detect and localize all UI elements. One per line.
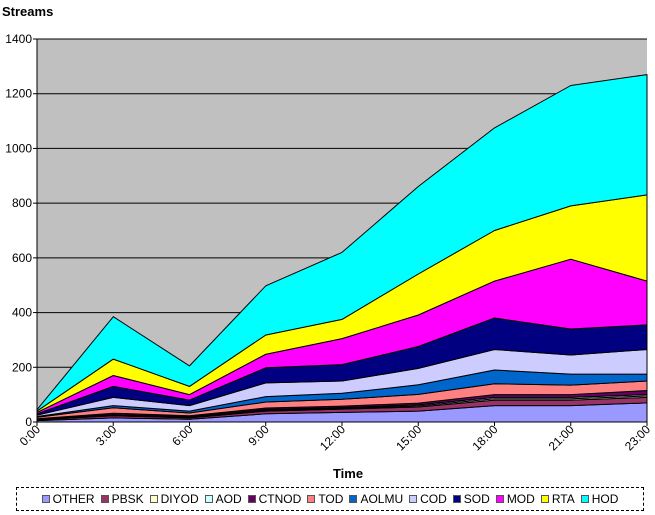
legend-item-tod: TOD bbox=[307, 492, 343, 506]
legend-item-sod: SOD bbox=[452, 492, 490, 506]
x-tick-label: 0:00 bbox=[17, 422, 44, 449]
x-tick-label: 21:00 bbox=[546, 422, 577, 453]
legend-label: MOD bbox=[506, 492, 535, 506]
legend-item-cod: COD bbox=[409, 492, 447, 506]
legend-label: RTA bbox=[551, 492, 575, 506]
y-tick-label: 600 bbox=[12, 251, 32, 265]
x-tick-label: 12:00 bbox=[317, 422, 348, 453]
legend-swatch bbox=[100, 495, 109, 503]
x-tick-label: 9:00 bbox=[245, 422, 272, 449]
legend-swatch bbox=[409, 495, 418, 503]
x-tick-label: 23:00 bbox=[622, 422, 653, 453]
legend-label: AOD bbox=[215, 492, 242, 506]
x-axis-title: Time bbox=[333, 466, 363, 481]
y-axis-title: Streams bbox=[2, 4, 53, 19]
x-tick-label: 3:00 bbox=[93, 422, 120, 449]
x-tick-label: 15:00 bbox=[393, 422, 424, 453]
legend-label: CTNOD bbox=[258, 492, 302, 506]
legend-label: OTHER bbox=[52, 492, 95, 506]
legend-label: DIYOD bbox=[160, 492, 199, 506]
legend-swatch bbox=[349, 495, 358, 503]
legend-label: AOLMU bbox=[360, 492, 404, 506]
legend-label: SOD bbox=[463, 492, 490, 506]
legend-label: PBSK bbox=[111, 492, 144, 506]
legend-label: HOD bbox=[591, 492, 619, 506]
legend-item-aolmu: AOLMU bbox=[349, 492, 403, 506]
legend-swatch bbox=[495, 495, 504, 503]
legend-item-rta: RTA bbox=[540, 492, 575, 506]
y-tick-label: 400 bbox=[12, 306, 32, 320]
y-tick-label: 800 bbox=[12, 196, 32, 210]
legend-swatch bbox=[41, 495, 50, 503]
y-tick-label: 0 bbox=[25, 415, 32, 429]
legend-swatch bbox=[149, 495, 158, 503]
y-tick-label: 1000 bbox=[5, 141, 32, 155]
legend-item-pbsk: PBSK bbox=[100, 492, 144, 506]
legend-item-hod: HOD bbox=[580, 492, 619, 506]
legend-item-diyod: DIYOD bbox=[149, 492, 199, 506]
y-tick-label: 200 bbox=[12, 360, 32, 374]
x-tick-label: 18:00 bbox=[469, 422, 500, 453]
legend-item-other: OTHER bbox=[41, 492, 95, 506]
y-tick-label: 1200 bbox=[5, 87, 32, 101]
x-tick-label: 6:00 bbox=[169, 422, 196, 449]
legend-swatch bbox=[204, 495, 213, 503]
legend-label: COD bbox=[420, 492, 447, 506]
area-chart: Streams Time 0 200 400 600 800 1000 1200 1400 0:… bbox=[2, 4, 653, 481]
legend-label: TOD bbox=[318, 492, 344, 506]
legend-item-ctnod: CTNOD bbox=[247, 492, 302, 506]
area-series-hod bbox=[36, 74, 648, 412]
legend-item-aod: AOD bbox=[204, 492, 242, 506]
legend-item-mod: MOD bbox=[495, 492, 535, 506]
legend-swatch bbox=[540, 495, 549, 503]
legend-swatch bbox=[247, 495, 256, 503]
y-tick-label: 1400 bbox=[5, 32, 32, 46]
chart-legend: OTHER PBSK DIYOD AOD CTNOD TOD AOLMU COD SOD MOD R… bbox=[16, 487, 644, 511]
legend-swatch bbox=[307, 495, 316, 503]
legend-swatch bbox=[580, 495, 589, 503]
legend-swatch bbox=[452, 495, 461, 503]
